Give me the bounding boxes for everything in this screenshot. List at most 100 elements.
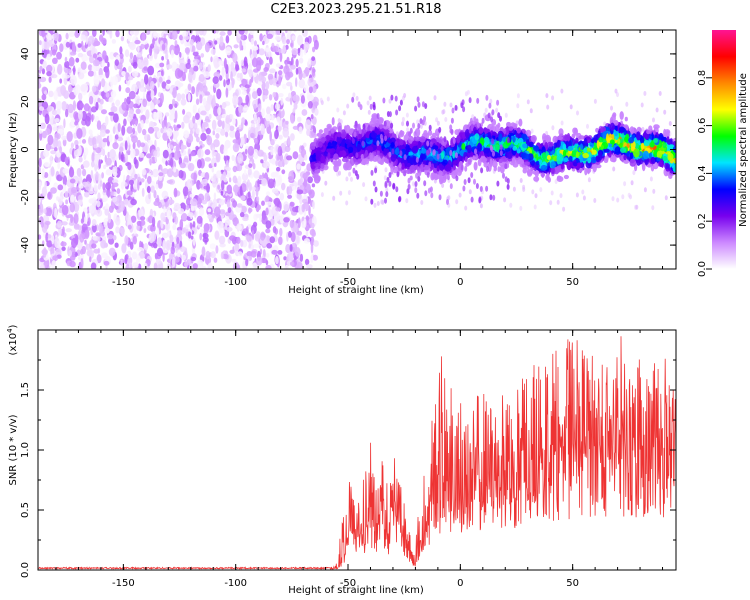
heatmap-cell [44, 161, 50, 168]
heatmap-cell [188, 71, 193, 83]
heatmap-cell [114, 59, 120, 66]
heatmap-cell [89, 133, 94, 139]
heatmap-cell [239, 212, 245, 218]
heatmap-cell [341, 157, 348, 163]
heatmap-cell [145, 109, 150, 120]
heatmap-cell [143, 243, 149, 251]
heatmap-cell [265, 191, 271, 197]
heatmap-cell [225, 87, 229, 98]
heatmap-cell [278, 236, 283, 245]
heatmap-cell [338, 170, 341, 176]
heatmap-cell [137, 180, 140, 191]
heatmap-cell [110, 191, 115, 196]
heatmap-cell [380, 199, 384, 205]
heatmap-cell [73, 201, 80, 213]
heatmap-cell [227, 30, 232, 36]
heatmap-cell [151, 230, 157, 242]
heatmap-cell [271, 160, 276, 165]
heatmap-cell [272, 91, 277, 98]
heatmap-cell [68, 221, 75, 226]
heatmap-cell [180, 98, 187, 106]
heatmap-cell [38, 157, 42, 168]
heatmap-cell [198, 140, 203, 145]
heatmap-cell [38, 106, 45, 111]
heatmap-cell [78, 92, 83, 101]
heatmap-cell [68, 31, 75, 37]
heatmap-cell [279, 52, 283, 63]
heatmap-cell [629, 126, 635, 133]
heatmap-cell [76, 167, 82, 177]
heatmap-cell [292, 108, 296, 114]
heatmap-cell [248, 243, 252, 249]
heatmap-cell [304, 154, 308, 161]
heatmap-cell [101, 252, 108, 259]
heatmap-cell [213, 257, 218, 263]
heatmap-cell [46, 53, 51, 61]
heatmap-cell [165, 240, 171, 251]
heatmap-cell [102, 182, 106, 191]
heatmap-cell [61, 204, 69, 216]
heatmap-cell [225, 124, 230, 133]
heatmap-cell [237, 175, 242, 184]
heatmap-cell [238, 104, 244, 114]
heatmap-cell [201, 178, 208, 184]
heatmap-cell [267, 178, 275, 189]
heatmap-cell [285, 243, 291, 254]
heatmap-cell [311, 66, 316, 77]
heatmap-cell [121, 101, 128, 111]
heatmap-cell [158, 76, 163, 83]
heatmap-cell [189, 44, 192, 51]
heatmap-cell [303, 69, 310, 74]
heatmap-cell [292, 94, 300, 102]
heatmap-cell [76, 30, 81, 37]
heatmap-cell [104, 227, 111, 234]
heatmap-cell [72, 100, 76, 111]
heatmap-cell [188, 231, 192, 239]
heatmap-cell [176, 92, 182, 102]
heatmap-cell [54, 207, 58, 219]
heatmap-cell [275, 256, 279, 265]
heatmap-cell [171, 257, 176, 268]
heatmap-cell [59, 78, 63, 84]
heatmap-cell [643, 91, 647, 96]
heatmap-cell [230, 71, 233, 81]
heatmap-cell [652, 188, 656, 194]
heatmap-cell [261, 178, 268, 187]
heatmap-cell [278, 74, 282, 86]
heatmap-cell [277, 145, 283, 157]
heatmap-cell [310, 222, 315, 229]
heatmap-cell [257, 204, 261, 210]
heatmap-cell [285, 61, 288, 70]
heatmap-cell [195, 112, 200, 120]
heatmap-cell [263, 154, 268, 162]
heatmap-cell [131, 233, 139, 238]
heatmap-cell [185, 204, 190, 211]
heatmap-cell [529, 108, 533, 114]
heatmap-cell [83, 216, 87, 225]
heatmap-cell [266, 201, 273, 206]
heatmap-cell [310, 254, 314, 263]
heatmap-cell [254, 233, 260, 242]
heatmap-cell [109, 51, 115, 60]
heatmap-cell [232, 175, 237, 184]
heatmap-cell [87, 70, 95, 77]
heatmap-cell [150, 89, 155, 100]
heatmap-cell [101, 78, 106, 88]
heatmap-cell [68, 166, 75, 178]
heatmap-cell [125, 263, 130, 269]
heatmap-cell [546, 104, 550, 110]
heatmap-cell [232, 217, 239, 227]
heatmap-cell [249, 30, 255, 36]
heatmap-cell [296, 116, 302, 123]
heatmap-cell [38, 181, 43, 187]
heatmap-cell [263, 161, 270, 169]
heatmap-cell [138, 152, 145, 158]
heatmap-cell [269, 131, 273, 142]
heatmap-cell [246, 197, 253, 206]
heatmap-cell [236, 72, 241, 78]
heatmap-cell [153, 111, 157, 118]
heatmap-cell [116, 188, 121, 195]
heatmap-cell [178, 169, 184, 179]
heatmap-cell [247, 145, 255, 156]
heatmap-cell [376, 201, 380, 206]
